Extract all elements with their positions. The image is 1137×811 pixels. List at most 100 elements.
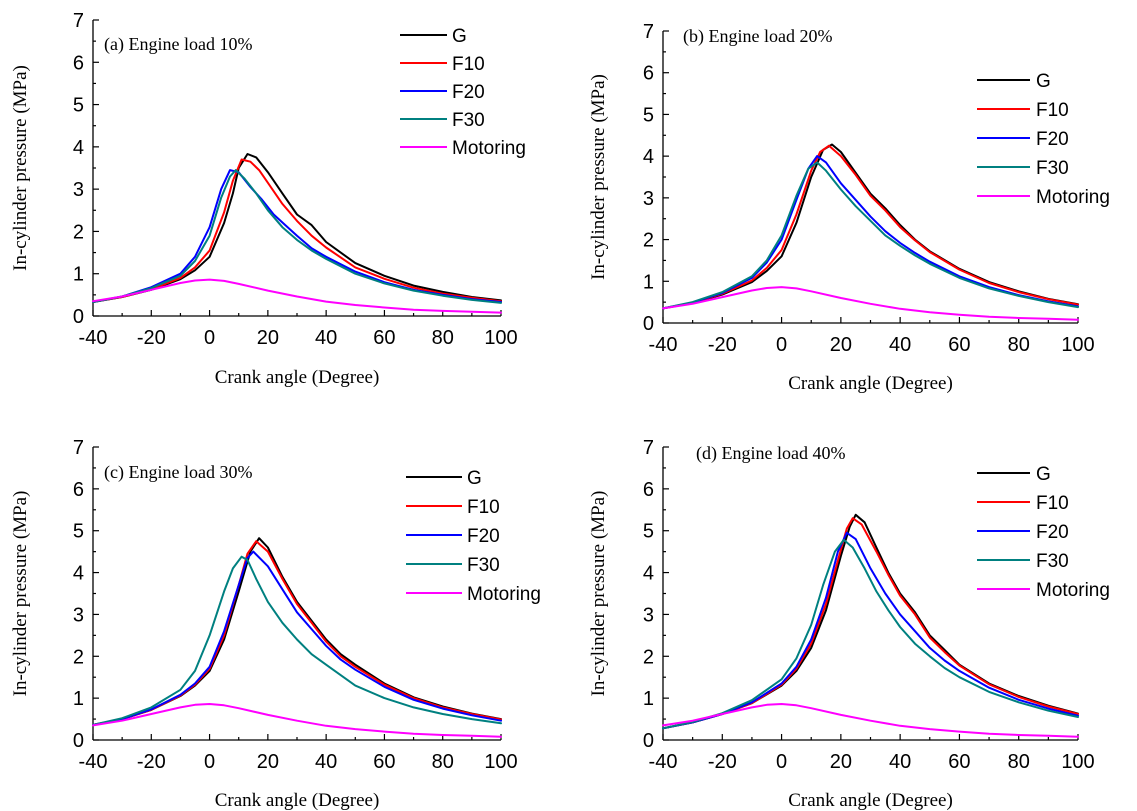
legend-label-f10: F10 — [1036, 100, 1069, 121]
series-line-f10 — [92, 158, 502, 303]
x-tick-label: 80 — [1008, 334, 1030, 356]
panel-title: (a) Engine load 10% — [104, 34, 252, 55]
legend-label-f20: F20 — [467, 526, 500, 547]
y-axis-title: In-cylinder pressure (MPa) — [10, 65, 31, 271]
panel-title: (b) Engine load 20% — [683, 26, 832, 47]
x-tick-label: 40 — [315, 327, 337, 349]
series-line-motoring — [662, 703, 1079, 738]
x-tick-label: -40 — [649, 334, 678, 356]
chart-panel-b: -40 -20 0 20 40 60 80 100 0 1 2 3 4 5 6 7 Crank angle (D… — [588, 21, 1110, 394]
y-tick-label: 4 — [73, 563, 84, 585]
y-tick-label: 6 — [643, 63, 654, 85]
x-tick-label: 60 — [948, 751, 970, 773]
y-tick-label: 3 — [643, 188, 654, 210]
y-tick-label: 0 — [73, 306, 84, 328]
x-axis-title: Crank angle (Degree) — [215, 367, 380, 388]
x-tick-label: 60 — [373, 327, 395, 349]
x-axis-title: Crank angle (Degree) — [788, 373, 953, 394]
y-tick-label: 4 — [73, 137, 84, 159]
y-tick-label: 1 — [643, 271, 654, 293]
y-tick-label: 4 — [643, 146, 654, 168]
y-tick-label: 7 — [643, 21, 654, 43]
series-line-g — [92, 537, 502, 726]
x-tick-label: 100 — [484, 751, 517, 773]
y-tick-label: 6 — [73, 52, 84, 74]
legend-label-g: G — [452, 26, 467, 47]
chart-panel-c: -40 -20 0 20 40 60 80 100 0 1 2 3 4 5 6 7 Crank angle (D… — [10, 437, 541, 811]
y-tick-label: 6 — [73, 479, 84, 501]
legend-label-motoring: Motoring — [1036, 580, 1110, 601]
legend-label-f30: F30 — [1036, 158, 1069, 179]
series-line-g — [662, 143, 1079, 310]
series-line-f30 — [92, 169, 502, 304]
legend-label-f20: F20 — [1036, 129, 1069, 150]
x-tick-label: -40 — [649, 751, 678, 773]
panel-title: (d) Engine load 40% — [696, 443, 845, 464]
y-tick-label: 0 — [643, 730, 654, 752]
x-tick-label: 100 — [1061, 334, 1094, 356]
x-tick-label: -40 — [79, 327, 108, 349]
legend-label-f30: F30 — [1036, 551, 1069, 572]
series-line-f30 — [662, 538, 1079, 730]
legend-label-motoring: Motoring — [467, 584, 541, 605]
y-tick-label: 6 — [643, 479, 654, 501]
legend-label-motoring: Motoring — [452, 138, 526, 159]
x-tick-label: 60 — [948, 334, 970, 356]
x-tick-label: 80 — [1008, 751, 1030, 773]
series-line-f20 — [662, 155, 1079, 310]
y-tick-label: 0 — [73, 730, 84, 752]
x-tick-label: 40 — [315, 751, 337, 773]
legend-label-f10: F10 — [452, 54, 485, 75]
x-tick-label: 20 — [830, 334, 852, 356]
legend: G F10 F20 F30 Motoring — [977, 71, 1110, 208]
series-line-f30 — [662, 161, 1079, 310]
x-tick-label: -20 — [137, 751, 166, 773]
y-tick-label: 1 — [73, 688, 84, 710]
legend-label-f20: F20 — [452, 82, 485, 103]
series-line-f20 — [92, 550, 502, 726]
x-tick-label: 0 — [776, 334, 787, 356]
series-line-motoring — [92, 703, 502, 738]
y-tick-label: 1 — [643, 688, 654, 710]
series-line-g — [92, 153, 502, 303]
y-tick-label: 3 — [643, 604, 654, 626]
x-tick-label: -40 — [79, 751, 108, 773]
x-tick-label: 60 — [373, 751, 395, 773]
x-axis-title: Crank angle (Degree) — [788, 790, 953, 811]
legend-label-g: G — [1036, 71, 1051, 92]
legend: G F10 F20 F30 Motoring — [406, 468, 541, 605]
legend: G F10 F20 F30 Motoring — [400, 26, 526, 159]
x-tick-label: 100 — [484, 327, 517, 349]
y-tick-label: 7 — [643, 437, 654, 459]
x-tick-label: -20 — [708, 334, 737, 356]
x-tick-label: 100 — [1061, 751, 1094, 773]
y-tick-label: 5 — [73, 521, 84, 543]
series-line-f10 — [662, 517, 1079, 730]
y-tick-label: 7 — [73, 10, 84, 32]
legend-label-f10: F10 — [467, 497, 500, 518]
x-tick-label: 0 — [776, 751, 787, 773]
y-tick-label: 4 — [643, 563, 654, 585]
x-tick-label: 40 — [889, 751, 911, 773]
x-axis-title: Crank angle (Degree) — [215, 790, 380, 811]
x-tick-label: 40 — [889, 334, 911, 356]
y-tick-label: 1 — [73, 264, 84, 286]
y-tick-label: 3 — [73, 179, 84, 201]
legend-label-motoring: Motoring — [1036, 187, 1110, 208]
x-tick-label: 0 — [204, 751, 215, 773]
series-line-motoring — [662, 286, 1079, 321]
series-line-f10 — [662, 144, 1079, 310]
x-tick-label: 80 — [432, 751, 454, 773]
x-tick-label: 20 — [257, 751, 279, 773]
panel-title: (c) Engine load 30% — [104, 462, 252, 483]
legend-label-f30: F30 — [467, 555, 500, 576]
legend-label-g: G — [467, 468, 482, 489]
y-axis-title: In-cylinder pressure (MPa) — [588, 491, 609, 697]
y-tick-label: 2 — [643, 646, 654, 668]
x-tick-label: 20 — [830, 751, 852, 773]
x-tick-label: 80 — [432, 327, 454, 349]
y-axis-title: In-cylinder pressure (MPa) — [10, 491, 31, 697]
y-tick-label: 2 — [73, 646, 84, 668]
y-axis-title: In-cylinder pressure (MPa) — [588, 74, 609, 280]
